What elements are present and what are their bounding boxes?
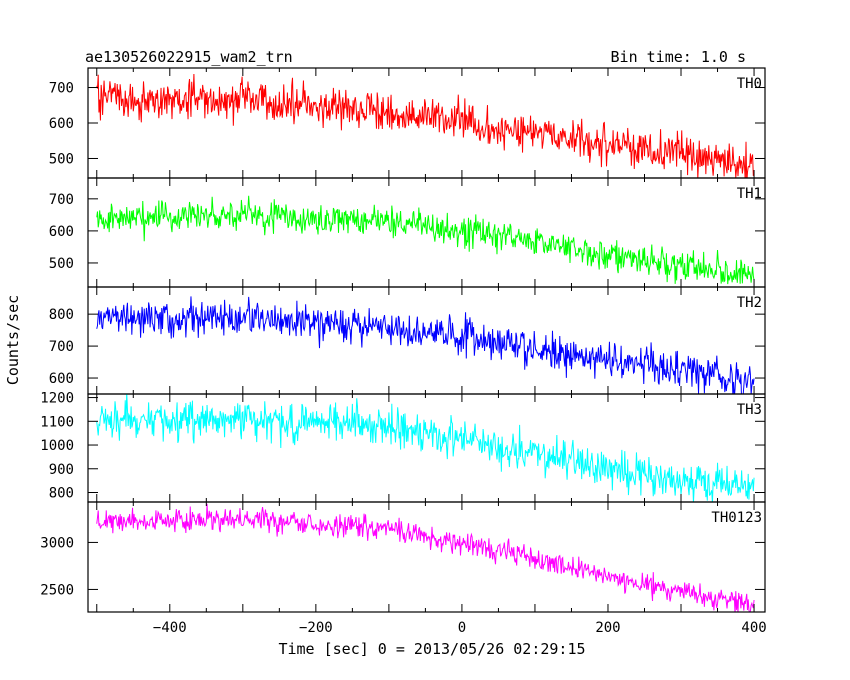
y-tick-label: 1000: [40, 438, 74, 454]
panel-label-th2: TH2: [737, 295, 762, 311]
x-axis-label: Time [sec] 0 = 2013/05/26 02:29:15: [278, 640, 585, 658]
panel-label-th0: TH0: [737, 76, 762, 92]
series-line-th1: [96, 195, 755, 285]
y-tick-label: 700: [49, 339, 74, 355]
y-tick-label: 500: [49, 256, 74, 272]
y-tick-label: 900: [49, 462, 74, 478]
y-tick-label: 500: [49, 151, 74, 167]
series-line-th2: [96, 296, 755, 394]
y-tick-label: 700: [49, 81, 74, 97]
series-line-th3: [96, 394, 755, 502]
panels-layer: 500 600 700 TH0 500 600 700 TH1 600 700 800 TH2 800 9…: [40, 67, 767, 636]
panel-th0123: 2500 3000 −400 −200 0 200 400 TH0123: [40, 501, 767, 636]
y-tick-label: 1200: [40, 391, 74, 407]
bin-time-label: Bin time: 1.0 s: [611, 48, 746, 66]
x-tick-label: −200: [299, 620, 333, 636]
panel-th1: 500 600 700 TH1: [49, 177, 766, 288]
y-tick-label: 600: [49, 371, 74, 387]
x-tick-label: 400: [741, 620, 766, 636]
y-tick-label: 800: [49, 307, 74, 323]
series-line-th0123: [96, 503, 755, 612]
x-tick-label: 0: [458, 620, 466, 636]
panel-th2: 600 700 800 TH2: [49, 286, 766, 395]
y-tick-label: 700: [49, 192, 74, 208]
panel-th0: 500 600 700 TH0: [49, 67, 766, 179]
panel-label-th1: TH1: [737, 186, 762, 202]
panel-th3: 800 900 1000 1100 1200 TH3: [40, 391, 766, 503]
y-axis-label: Counts/sec: [4, 295, 22, 385]
panel-label-th0123: TH0123: [711, 510, 762, 526]
y-tick-label: 1100: [40, 414, 74, 430]
y-tick-label: 600: [49, 116, 74, 132]
x-tick-label: 200: [595, 620, 620, 636]
chart-title: ae130526022915_wam2_trn: [85, 48, 293, 66]
panel-label-th3: TH3: [737, 402, 762, 418]
panel-frame: [87, 286, 766, 395]
panel-frame: [87, 501, 766, 613]
y-tick-label: 600: [49, 224, 74, 240]
y-tick-label: 2500: [40, 582, 74, 598]
y-tick-label: 800: [49, 486, 74, 502]
x-tick-label: −400: [153, 620, 187, 636]
series-line-th0: [96, 73, 755, 178]
y-tick-label: 3000: [40, 535, 74, 551]
